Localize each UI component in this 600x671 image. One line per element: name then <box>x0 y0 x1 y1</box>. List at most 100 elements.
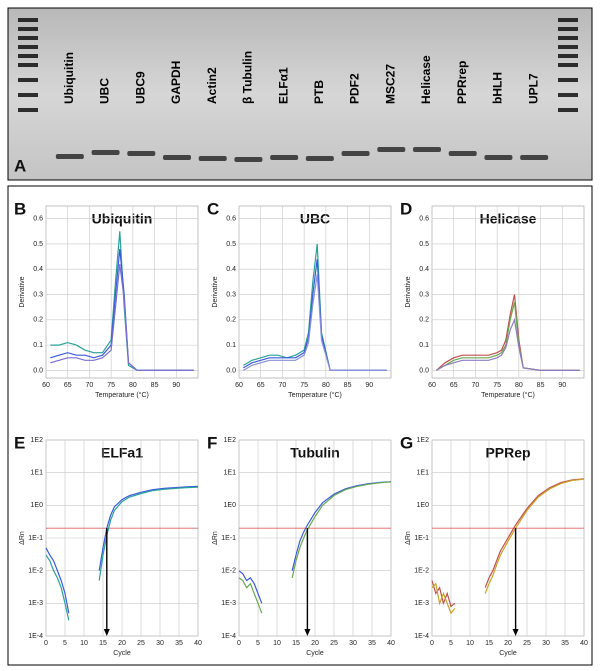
y-tick-label: 1E1 <box>31 470 44 477</box>
x-tick-label: 40 <box>387 640 395 647</box>
y-tick-label: 1E-4 <box>221 633 236 640</box>
y-tick-label: 1E-1 <box>28 535 43 542</box>
y-tick-label: 1E2 <box>224 437 237 444</box>
x-tick-label: 65 <box>257 382 265 389</box>
x-tick-label: 80 <box>322 382 330 389</box>
x-tick-label: 60 <box>235 382 243 389</box>
x-tick-label: 20 <box>504 640 512 647</box>
x-tick-label: 75 <box>493 382 501 389</box>
y-tick-label: 0.0 <box>33 367 43 374</box>
gel-lanes: Ubiquitin UBC UBC9 GAPDH Actin2 β Tubulin ELFα… <box>18 18 578 162</box>
x-tick-label: 80 <box>515 382 523 389</box>
lane-label: Ubiquitin <box>62 52 76 104</box>
x-tick-label: 0 <box>430 640 434 647</box>
ladder-band <box>558 93 578 97</box>
x-tick-label: 35 <box>561 640 569 647</box>
x-axis-label: Cycle <box>113 650 131 657</box>
plot-frame <box>7 185 593 666</box>
x-tick-label: 15 <box>292 640 300 647</box>
ladder-band <box>18 27 38 31</box>
y-tick-label: 1E-4 <box>28 633 43 640</box>
plot-area <box>45 205 199 379</box>
y-axis-label: Derivative <box>212 276 219 307</box>
lane-label: ELFα1 <box>276 67 290 104</box>
lane-label: PTB <box>312 80 326 104</box>
y-tick-label: 1E-4 <box>414 633 429 640</box>
ladder-band <box>18 78 38 82</box>
curve <box>243 274 387 371</box>
y-tick-label: 0.1 <box>419 342 429 349</box>
ladder-band <box>18 45 38 49</box>
ladder-band <box>558 18 578 22</box>
x-tick-label: 20 <box>118 640 126 647</box>
y-axis-label: ΔRn <box>19 531 26 545</box>
x-tick-label: 75 <box>107 382 115 389</box>
panel-letter: F <box>207 433 217 452</box>
lane-label: PPRrep <box>455 61 469 104</box>
y-tick-label: 1E0 <box>224 502 237 509</box>
ladder-band <box>18 54 38 58</box>
y-tick-label: 0.0 <box>419 367 429 374</box>
x-tick-label: 15 <box>99 640 107 647</box>
x-tick-label: 30 <box>542 640 550 647</box>
y-tick-label: 0.4 <box>226 266 236 273</box>
lane-label: PDF2 <box>348 73 362 104</box>
x-tick-label: 75 <box>300 382 308 389</box>
curve <box>50 264 194 371</box>
ladder-band <box>558 78 578 82</box>
x-tick-label: 60 <box>428 382 436 389</box>
x-tick-label: 20 <box>311 640 319 647</box>
y-axis-label: Derivative <box>19 276 26 307</box>
x-tick-label: 90 <box>558 382 566 389</box>
gel-band <box>163 155 191 160</box>
gel-band <box>413 147 441 152</box>
ladder-band <box>18 108 38 112</box>
y-tick-label: 1E-2 <box>414 568 429 575</box>
x-tick-label: 25 <box>330 640 338 647</box>
lane-label: Helicase <box>419 55 433 104</box>
panel-letter: C <box>207 199 219 218</box>
y-tick-label: 1E-1 <box>414 535 429 542</box>
x-tick-label: 5 <box>63 640 67 647</box>
ladder-band <box>558 36 578 40</box>
lane-label: β Tubulin <box>241 51 255 104</box>
y-tick-label: 1E-3 <box>414 600 429 607</box>
x-tick-label: 25 <box>137 640 145 647</box>
x-tick-label: 70 <box>279 382 287 389</box>
x-tick-label: 70 <box>472 382 480 389</box>
x-axis-label: Temperature (°C) <box>288 391 342 399</box>
y-tick-label: 0.5 <box>33 241 43 248</box>
ladder-band <box>18 18 38 22</box>
gel-band <box>484 155 513 160</box>
panel-letter: B <box>14 199 26 218</box>
y-tick-label: 0.3 <box>33 291 43 298</box>
gel-band <box>377 147 406 152</box>
x-tick-label: 90 <box>365 382 373 389</box>
y-tick-label: 0.3 <box>419 291 429 298</box>
x-tick-label: 15 <box>485 640 493 647</box>
lane-label: UBC9 <box>133 71 147 104</box>
y-tick-label: 0.2 <box>33 317 43 324</box>
y-tick-label: 0.5 <box>419 241 429 248</box>
x-tick-label: 5 <box>256 640 260 647</box>
y-tick-label: 0.0 <box>226 367 236 374</box>
gel-band <box>55 154 84 159</box>
curve <box>436 317 580 371</box>
x-tick-label: 80 <box>129 382 137 389</box>
y-tick-label: 1E2 <box>417 437 430 444</box>
ct-arrowhead <box>512 629 519 636</box>
ladder-band <box>18 36 38 40</box>
x-tick-label: 85 <box>344 382 352 389</box>
x-tick-label: 85 <box>537 382 545 389</box>
x-tick-label: 40 <box>194 640 202 647</box>
y-tick-label: 1E-3 <box>221 600 236 607</box>
gel-band <box>198 156 227 161</box>
x-tick-label: 0 <box>237 640 241 647</box>
panel-letter: D <box>400 199 412 218</box>
y-tick-label: 1E0 <box>417 502 430 509</box>
x-tick-label: 30 <box>349 640 357 647</box>
y-tick-label: 0.3 <box>226 291 236 298</box>
y-tick-label: 1E-3 <box>28 600 43 607</box>
x-axis-label: Cycle <box>499 650 517 657</box>
y-tick-label: 0.4 <box>419 266 429 273</box>
